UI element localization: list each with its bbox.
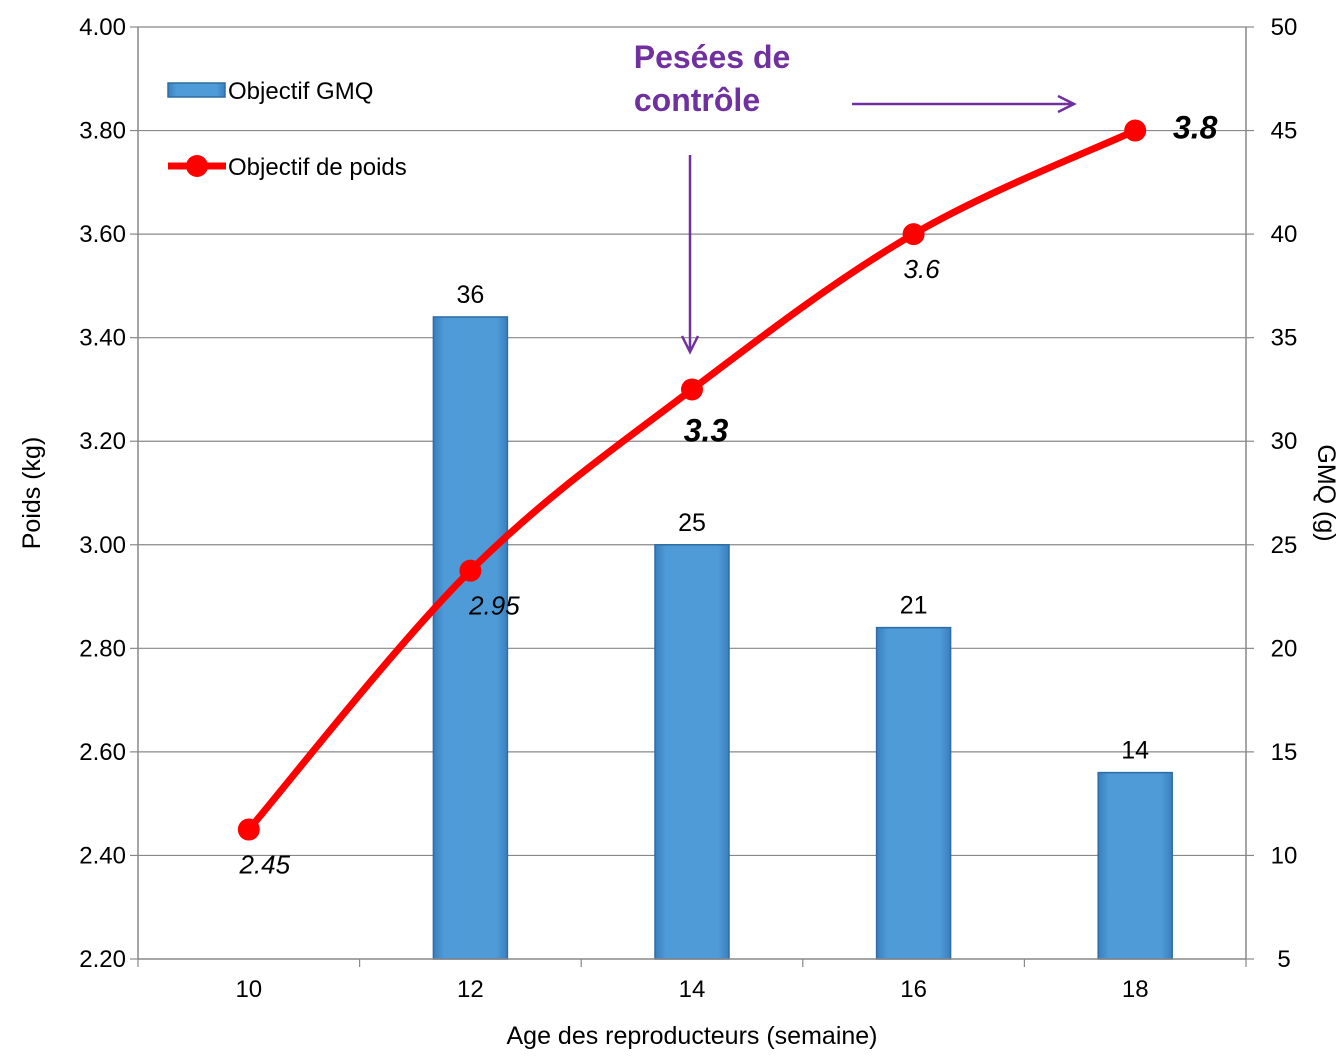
y2-tick-label: 30 [1271,428,1298,455]
bar [1097,771,1173,960]
y2-tick-label: 45 [1271,118,1298,145]
legend-swatch-marker [186,155,208,177]
bar [654,544,730,960]
arrowhead-horizontal [1057,94,1077,114]
bar-value-label: 36 [456,281,484,309]
bar [875,626,952,960]
line-series [237,119,1147,841]
gridlines [138,26,1246,857]
data-labels: 36 25 21 14 2.45 2.95 3.3 3.6 3.8 [238,110,1217,880]
x-tick-label: 16 [900,976,927,1003]
bar-value-label: 25 [678,509,706,537]
bar [432,316,509,960]
arrowhead-vertical [680,335,700,355]
weight-value-label: 3.3 [684,412,729,448]
annotation-label-line1: Pesées de [634,39,791,75]
legend-label-bar: Objectif GMQ [228,78,373,105]
y-tick-label: 3.60 [79,221,126,248]
y2-tick-label: 20 [1271,635,1298,662]
y-tick-label: 2.40 [79,842,126,869]
axes: 2.20 2.40 2.60 2.80 3.00 3.20 3.40 3.60 3.80 4.00… [18,14,1340,1050]
y-tick-label: 3.00 [79,532,126,559]
weight-value-label: 2.95 [468,591,520,621]
weight-point [902,223,925,246]
y2-tick-label: 25 [1271,532,1298,559]
weight-point [237,818,260,841]
weight-value-label: 3.6 [904,254,941,284]
legend-label-line: Objectif de poids [228,154,407,181]
legend: Objectif GMQ Objectif de poids [167,78,407,181]
annotation-label-line2: contrôle [634,82,760,118]
legend-swatch-bar [167,82,226,98]
y2-axis-title: GMQ (g) [1312,444,1340,541]
weight-value-label: 3.8 [1173,110,1218,146]
y-tick-label: 3.40 [79,325,126,352]
weight-point [459,559,482,582]
x-tick-label: 14 [679,976,706,1003]
weight-value-label: 2.45 [238,850,290,880]
y2-tick-label: 50 [1271,14,1298,41]
y-tick-label: 4.00 [79,14,126,41]
bar-value-label: 14 [1121,737,1149,765]
weight-point [1124,119,1147,142]
y-tick-label: 3.80 [79,118,126,145]
bar-series [432,316,1173,960]
y2-tick-label: 5 [1277,946,1290,973]
y-axis-title: Poids (kg) [18,437,46,550]
x-tick-label: 10 [235,976,262,1003]
y-tick-label: 2.20 [79,946,126,973]
annotation: Pesées de contrôle [634,39,1077,355]
y-tick-label: 2.60 [79,739,126,766]
weight-point [681,378,703,401]
x-tick-label: 18 [1122,976,1149,1003]
y-tick-label: 3.20 [79,428,126,455]
y2-tick-label: 35 [1271,325,1298,352]
y2-tick-label: 10 [1271,842,1298,869]
x-tick-label: 12 [457,976,484,1003]
y-tick-label: 2.80 [79,635,126,662]
y2-tick-label: 40 [1271,221,1298,248]
y2-tick-label: 15 [1271,739,1298,766]
bar-value-label: 21 [900,592,928,620]
x-axis-title: Age des reproducteurs (semaine) [506,1022,877,1050]
